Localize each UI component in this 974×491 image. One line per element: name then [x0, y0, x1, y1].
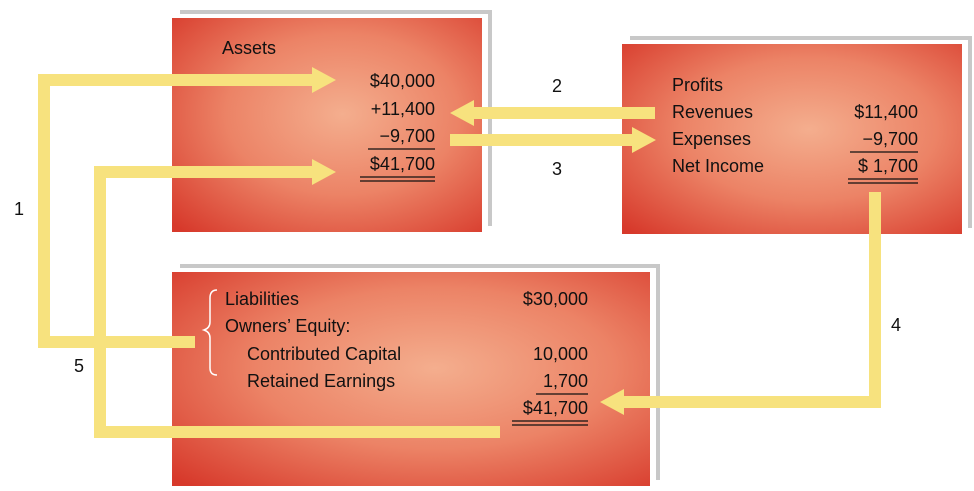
total: $41,700: [523, 398, 588, 418]
arrowhead: [312, 67, 336, 93]
amount: $40,000: [370, 71, 435, 91]
profits-box: [622, 44, 962, 234]
label: Retained Earnings: [247, 371, 395, 391]
step-label: 3: [552, 159, 562, 179]
amount: −9,700: [862, 129, 918, 149]
arrow: [38, 74, 315, 348]
arrowhead: [312, 159, 336, 185]
amount: −9,700: [379, 126, 435, 146]
box-title: Assets: [222, 38, 276, 58]
label: Net Income: [672, 156, 764, 176]
label: Revenues: [672, 102, 753, 122]
box-title: Profits: [672, 75, 723, 95]
step-label: 1: [14, 199, 24, 219]
box-shadow: [180, 264, 660, 480]
amount: $11,400: [854, 102, 918, 122]
amount: 1,700: [543, 371, 588, 391]
box-shadow: [180, 10, 492, 226]
balance-box: [172, 272, 650, 486]
step-label: 2: [552, 76, 562, 96]
arrowhead: [632, 127, 656, 153]
arrowhead: [600, 389, 624, 415]
step-label: 4: [891, 315, 901, 335]
total: $41,700: [370, 154, 435, 174]
step-label: 5: [74, 356, 84, 376]
brace: [201, 289, 218, 376]
arrow: [620, 192, 881, 408]
arrow: [94, 166, 500, 438]
label: Expenses: [672, 129, 751, 149]
label: Owners’ Equity:: [225, 316, 350, 336]
label: Liabilities: [225, 289, 299, 309]
box-shadow: [630, 36, 972, 228]
amount: $ 1,700: [858, 156, 918, 176]
amount: +11,400: [371, 99, 435, 119]
arrowhead: [450, 100, 474, 126]
amount: 10,000: [533, 344, 588, 364]
amount: $30,000: [523, 289, 588, 309]
label: Contributed Capital: [247, 344, 401, 364]
assets-box: [172, 18, 482, 232]
